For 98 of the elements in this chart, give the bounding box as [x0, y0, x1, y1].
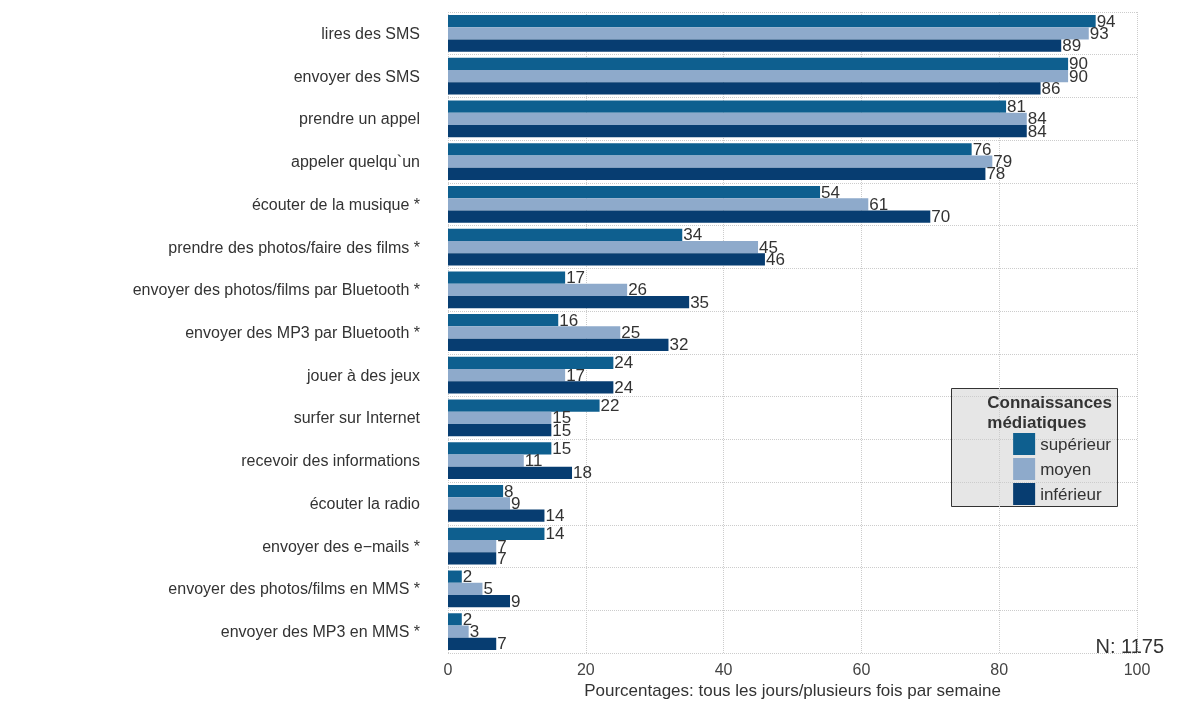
- data-label: 26: [628, 280, 648, 300]
- data-label: 24: [614, 377, 634, 397]
- y-tick-label: envoyer des photos/films en MMS *: [168, 580, 420, 598]
- bar: [448, 466, 573, 480]
- bar: [448, 112, 1027, 125]
- bar: [448, 326, 621, 339]
- y-tick-label: appeler quelqu`un: [291, 153, 420, 171]
- y-tick-label: lires des SMS: [321, 24, 420, 42]
- y-tick-label: envoyer des photos/films par Bluetooth *: [132, 281, 420, 299]
- data-label: 5: [483, 579, 493, 599]
- y-tick-label: prendre des photos/faire des films *: [168, 238, 420, 256]
- bar: [448, 271, 566, 284]
- bar: [448, 155, 993, 168]
- y-tick-label: surfer sur Internet: [293, 409, 421, 427]
- bar: [448, 595, 511, 608]
- bar: [448, 570, 462, 583]
- bar: [448, 552, 497, 565]
- bar: [448, 295, 690, 309]
- bar: [448, 540, 497, 553]
- bar: [448, 283, 628, 296]
- legend-label: supérieur: [1040, 434, 1112, 454]
- data-label: 61: [869, 194, 889, 214]
- x-tick-label: 40: [714, 660, 733, 678]
- bar: [448, 613, 462, 626]
- bar: [448, 39, 1062, 52]
- data-label: 17: [566, 268, 586, 288]
- bar: [448, 485, 504, 498]
- bar: [448, 509, 545, 522]
- data-label: 89: [1062, 36, 1082, 56]
- y-tick-label: envoyer des e−mails *: [262, 537, 420, 555]
- bar: [448, 442, 552, 455]
- x-tick-label: 0: [443, 660, 453, 678]
- bar: [448, 185, 821, 199]
- x-tick-label: 100: [1123, 660, 1151, 678]
- y-tick-label: envoyer des MP3 par Bluetooth *: [185, 324, 420, 341]
- bar: [448, 69, 1069, 83]
- bar: [448, 381, 614, 394]
- data-label: 76: [972, 139, 992, 159]
- data-label: 81: [1007, 97, 1027, 117]
- bar: [448, 198, 869, 211]
- data-label: 11: [524, 451, 543, 471]
- data-label: 32: [669, 335, 689, 355]
- legend-label: inférieur: [1040, 484, 1102, 504]
- bar: [448, 356, 614, 370]
- bar: [448, 124, 1027, 138]
- bar: [448, 625, 469, 638]
- bar: [448, 240, 759, 254]
- data-label: 7: [497, 634, 507, 654]
- data-label: 70: [931, 207, 951, 227]
- bar: [448, 527, 545, 541]
- bar: [448, 210, 931, 223]
- bar: [448, 369, 566, 382]
- y-tick-label: écouter de la musique *: [251, 195, 420, 213]
- bar: [448, 167, 986, 180]
- data-label: 16: [559, 310, 579, 330]
- legend-label: moyen: [1040, 459, 1092, 479]
- x-tick-label: 60: [852, 660, 871, 678]
- y-tick-label: envoyer des SMS: [293, 67, 420, 85]
- y-tick-label: jouer à des jeux: [306, 366, 420, 384]
- data-label: 34: [683, 225, 703, 245]
- data-label: 35: [690, 292, 710, 312]
- data-label: 24: [614, 353, 634, 373]
- data-label: 15: [552, 438, 572, 458]
- bar: [448, 228, 683, 241]
- y-tick-label: envoyer des MP3 en MMS *: [220, 623, 420, 641]
- data-label: 2: [462, 567, 473, 587]
- y-tick-label: prendre un appel: [299, 110, 420, 128]
- bar: [448, 314, 559, 327]
- x-axis-title: Pourcentages: tous les jours/plusieurs fois par semaine: [584, 680, 1001, 700]
- bar: [448, 454, 524, 467]
- bar: [448, 143, 972, 156]
- y-tick-label: recevoir des informations: [241, 452, 420, 470]
- bar: [448, 14, 1096, 28]
- bar: [448, 57, 1069, 70]
- bar: [448, 27, 1089, 40]
- bar: [448, 399, 600, 412]
- x-tick-label: 80: [990, 660, 1009, 678]
- data-label: 54: [821, 182, 840, 202]
- bar: [448, 411, 552, 425]
- bar: [448, 497, 511, 510]
- data-label: 25: [621, 323, 641, 342]
- bar: [448, 82, 1041, 95]
- data-label: 22: [600, 396, 620, 416]
- bar: [448, 338, 669, 351]
- data-label: 17: [566, 365, 586, 385]
- data-label: 14: [545, 524, 565, 544]
- data-label: 9: [511, 591, 521, 611]
- bar: [448, 637, 497, 651]
- data-label: 18: [573, 463, 592, 483]
- bar: [448, 582, 483, 596]
- bar: [448, 253, 765, 266]
- bar: [448, 100, 1007, 113]
- data-label: 14: [545, 506, 565, 526]
- bar: [448, 424, 552, 437]
- x-tick-label: 20: [576, 660, 595, 678]
- data-label: 86: [1041, 78, 1061, 98]
- annotation: N: 1175: [1095, 635, 1165, 657]
- y-tick-label: écouter la radio: [309, 494, 421, 512]
